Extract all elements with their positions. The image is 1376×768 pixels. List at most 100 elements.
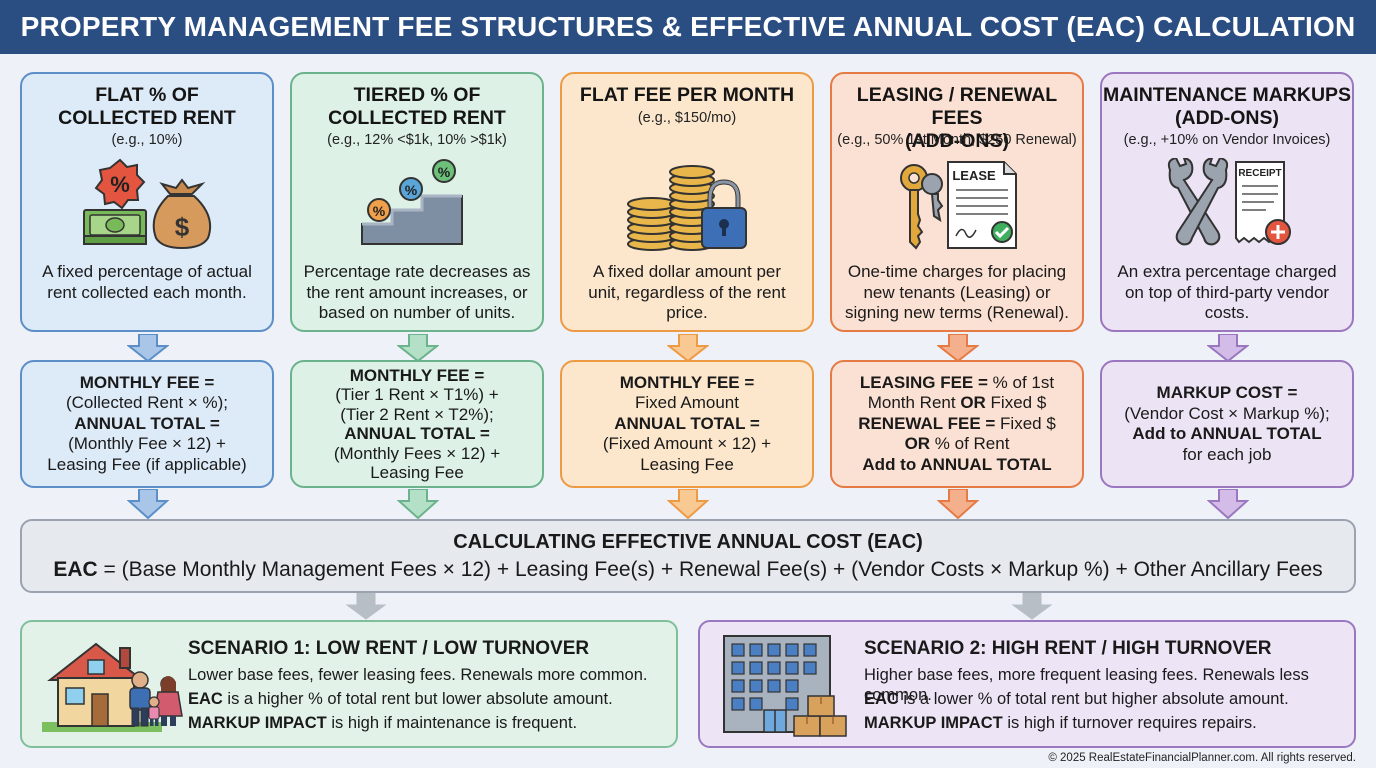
desc-line: new tenants (Leasing) or <box>863 282 1051 302</box>
desc-line: costs. <box>1204 303 1250 322</box>
keys-lease-document-icon: LEASE <box>900 161 1017 250</box>
lease-label: LEASE <box>952 168 996 183</box>
scenario-2-card: SCENARIO 2: HIGH RENT / HIGH TURNOVER Hi… <box>698 620 1356 748</box>
scenario-line: MARKUP IMPACT is high if maintenance is … <box>188 713 577 733</box>
fee-card-tiered-percent: TIERED % OF COLLECTED RENT (e.g., 12% <$… <box>290 72 544 332</box>
card-description: An extra percentage charged on top of th… <box>1112 262 1342 324</box>
formula-heading: MONTHLY FEE = <box>619 372 755 392</box>
card-title-line: COLLECTED RENT <box>58 107 236 129</box>
fee-card-maintenance-markup: MAINTENANCE MARKUPS (ADD-ONS) (e.g., +10… <box>1100 72 1354 332</box>
desc-line: based on number of units. <box>318 303 516 322</box>
card-title-line: (ADD-ONS) <box>1175 107 1279 129</box>
fee-card-leasing-renewal: LEASING / RENEWAL FEES (ADD-ONS) (e.g., … <box>830 72 1084 332</box>
formula-line: (Monthly Fee × 12) + <box>68 434 226 454</box>
scenario-text: is a lower % of total rent but higher ab… <box>898 690 1289 708</box>
card-example: (e.g., +10% on Vendor Invoices) <box>1123 132 1331 148</box>
formula-text: % of Rent <box>930 434 1010 454</box>
scenario-1-card: SCENARIO 1: LOW RENT / LOW TURNOVER Lowe… <box>20 620 678 748</box>
formula-line: (Fixed Amount × 12) + <box>602 434 772 454</box>
svg-text:%: % <box>405 182 418 198</box>
page-title: PROPERTY MANAGEMENT FEE STRUCTURES & EFF… <box>0 0 1376 54</box>
card-example: (e.g., 12% <$1k, 10% >$1k) <box>327 132 507 148</box>
formula-text: Fixed $ <box>985 393 1047 413</box>
card-title-line: MAINTENANCE MARKUPS <box>1102 84 1352 106</box>
svg-text:$: $ <box>175 212 190 242</box>
scenario-line: EAC is a lower % of total rent but highe… <box>864 689 1289 709</box>
formula-line: (Vendor Cost × Markup %); <box>1124 403 1330 423</box>
eac-title: CALCULATING EFFECTIVE ANNUAL COST (EAC) <box>453 531 923 553</box>
apartment-building-boxes-icon <box>723 635 847 737</box>
card-title: FLAT FEE PER MONTH <box>562 84 812 107</box>
percent-badge-cash-moneybag-icon: % $ <box>83 158 212 250</box>
scenario-keyword: EAC <box>188 690 223 708</box>
formula-line: for each job <box>1182 444 1272 464</box>
copyright-notice: © 2025 RealEstateFinancialPlanner.com. A… <box>1048 752 1356 764</box>
formula-line: (Tier 1 Rent × T1%) + <box>335 385 499 404</box>
card-example: (e.g., 10%) <box>111 132 183 148</box>
formula-line: LEASING FEE = % of 1st <box>840 373 1074 394</box>
formula-line: Leasing Fee <box>370 463 464 482</box>
card-title-line: LEASING / RENEWAL FEES <box>856 84 1058 129</box>
card-title-line: (ADD-ONS) <box>905 130 1009 152</box>
wrenches-receipt-icon: RECEIPT <box>1167 158 1291 246</box>
card-title-line: COLLECTED RENT <box>328 107 506 129</box>
svg-text:%: % <box>110 172 130 197</box>
scenario-text: is a higher % of total rent but lower ab… <box>222 690 613 708</box>
scenario-keyword: MARKUP IMPACT <box>864 714 1003 732</box>
formula-card-flat-fee: MONTHLY FEE = Fixed Amount ANNUAL TOTAL … <box>560 360 814 488</box>
house-family-icon <box>42 642 183 732</box>
scenario-line: MARKUP IMPACT is high if turnover requir… <box>864 713 1257 733</box>
svg-text:%: % <box>438 164 451 180</box>
card-example: (e.g., $150/mo) <box>637 110 737 126</box>
formula-heading: RENEWAL FEE = <box>858 413 996 433</box>
card-description: A fixed dollar amount per unit, regardle… <box>572 262 802 324</box>
formula-card-leasing-renewal: LEASING FEE = % of 1st Month Rent OR Fix… <box>830 360 1084 488</box>
formula-heading: Add to ANNUAL TOTAL <box>862 454 1052 474</box>
formula-line: Month Rent OR Fixed $ <box>840 393 1074 414</box>
svg-text:%: % <box>373 203 386 219</box>
desc-line: unit, regardless of the rent <box>588 282 786 302</box>
scenario-line: Higher base fees, more frequent leasing … <box>864 666 1309 704</box>
card-title-line: TIERED % OF <box>353 84 481 106</box>
coins-padlock-icon <box>627 165 747 251</box>
fee-card-flat-fee: FLAT FEE PER MONTH (e.g., $150/mo) <box>560 72 814 332</box>
desc-line: Percentage rate decreases as <box>303 262 531 281</box>
card-example: (e.g., 50% 1st Month, $250 Renewal) <box>837 132 1077 148</box>
formula-heading: MONTHLY FEE = <box>349 365 485 385</box>
scenario-line: Lower base fees, fewer leasing fees. Ren… <box>188 666 648 684</box>
formula-heading: MARKUP COST = <box>1156 383 1298 402</box>
formula-text: Fixed $ <box>995 413 1056 433</box>
formula-heading: ANNUAL TOTAL = <box>74 413 220 433</box>
card-title: FLAT % OF COLLECTED RENT <box>22 84 272 130</box>
formula-text: % of 1st <box>987 372 1055 392</box>
formula-line: RENEWAL FEE = Fixed $ <box>840 414 1074 435</box>
desc-line: One-time charges for placing <box>847 262 1067 281</box>
scenario-text: is high if maintenance is frequent. <box>326 714 578 732</box>
formula-card-flat-percent: MONTHLY FEE = (Collected Rent × %); ANNU… <box>20 360 274 488</box>
formula-card-maintenance-markup: MARKUP COST = (Vendor Cost × Markup %); … <box>1100 360 1354 488</box>
eac-formula-text: = (Base Monthly Management Fees × 12) + … <box>97 558 1323 581</box>
fee-card-flat-percent: FLAT % OF COLLECTED RENT (e.g., 10%) % $… <box>20 72 274 332</box>
desc-line: An extra percentage charged <box>1117 262 1337 281</box>
formula-line: OR % of Rent <box>840 434 1074 455</box>
formula-text: Month Rent <box>867 393 961 413</box>
formula-keyword: OR <box>960 393 986 413</box>
percent-stairs-icon: % % % <box>361 159 463 245</box>
desc-line: A fixed dollar amount per <box>592 262 782 281</box>
desc-line: price. <box>666 303 708 322</box>
card-description: One-time charges for placing new tenants… <box>842 262 1072 324</box>
card-title: LEASING / RENEWAL FEES (ADD-ONS) <box>832 84 1082 153</box>
formula-line: (Tier 2 Rent × T2%); <box>340 404 494 424</box>
formula-line: Leasing Fee (if applicable) <box>47 454 247 474</box>
desc-line: signing new terms (Renewal). <box>845 303 1069 322</box>
formula-heading: ANNUAL TOTAL = <box>344 424 490 443</box>
desc-line: the rent amount increases, or <box>306 282 528 302</box>
formula-heading: Add to ANNUAL TOTAL <box>1132 424 1322 443</box>
formula-line: (Collected Rent × %); <box>65 393 229 413</box>
eac-formula: EAC = (Base Monthly Management Fees × 12… <box>22 558 1354 582</box>
formula-heading: ANNUAL TOTAL = <box>614 413 760 433</box>
card-description: A fixed percentage of actual rent collec… <box>32 262 262 303</box>
desc-line: on top of third-party vendor <box>1124 282 1330 302</box>
scenario-line: EAC is a higher % of total rent but lowe… <box>188 689 613 709</box>
card-title: MAINTENANCE MARKUPS (ADD-ONS) <box>1102 84 1352 130</box>
